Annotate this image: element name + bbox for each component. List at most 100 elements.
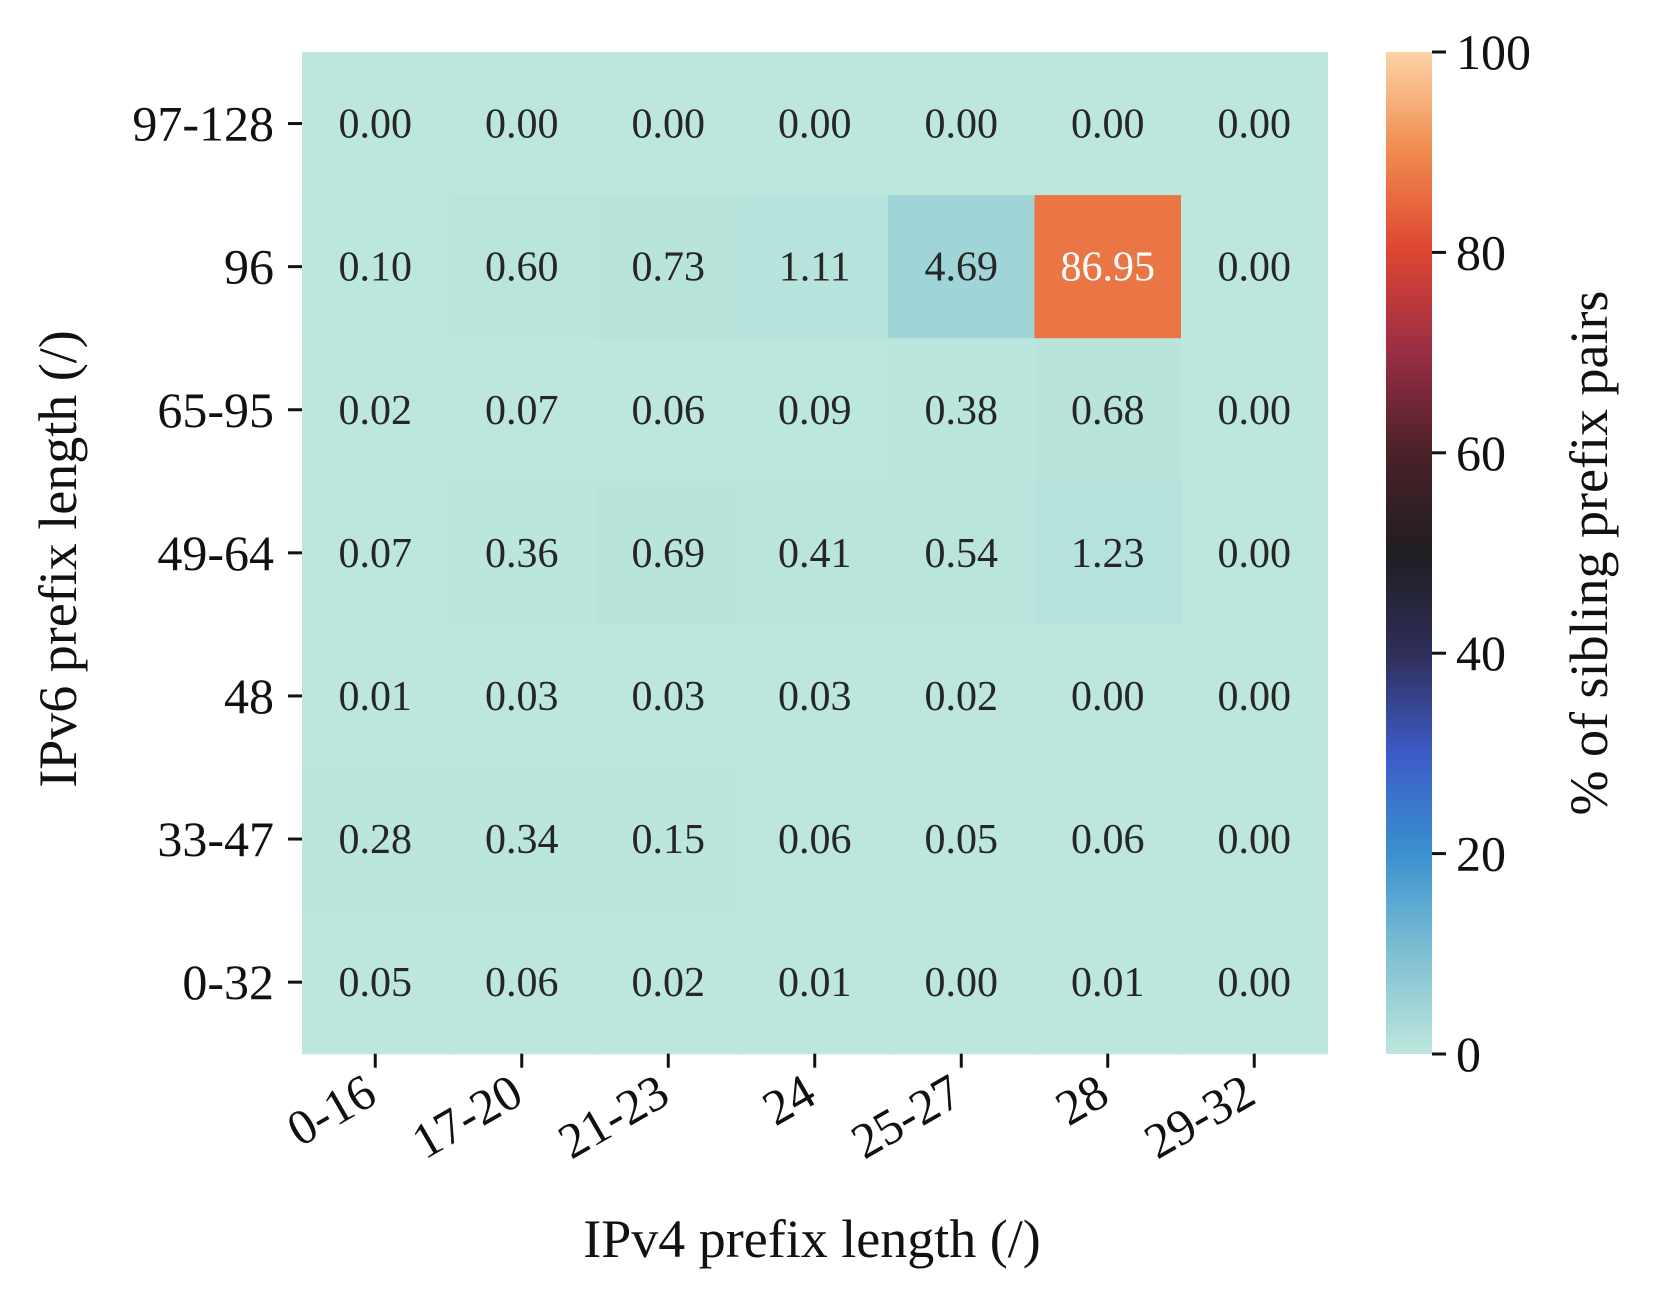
y-tick-label: 97-128 — [132, 96, 274, 152]
heatmap-cell — [302, 910, 450, 1055]
heatmap-cell-value: 0.34 — [485, 817, 559, 863]
heatmap-cell-value: 0.00 — [339, 102, 413, 148]
heatmap-cell-value: 0.00 — [1218, 245, 1292, 291]
heatmap-cell-value: 0.05 — [339, 960, 413, 1006]
y-tick-label: 96 — [224, 239, 274, 295]
y-tick-label: 33-47 — [157, 811, 274, 867]
heatmap-cell — [741, 338, 889, 482]
heatmap-cell-value: 0.00 — [1218, 960, 1292, 1006]
heatmap-cell — [888, 767, 1036, 912]
heatmap-cell — [448, 52, 596, 196]
heatmap-cell — [741, 52, 889, 196]
heatmap-cell-value: 0.01 — [1071, 960, 1145, 1006]
heatmap-cell — [1181, 910, 1329, 1055]
heatmap-cell-value: 0.06 — [632, 388, 706, 434]
heatmap-cell — [595, 338, 743, 482]
colorbar-tick-label: 100 — [1456, 24, 1531, 80]
colorbar-tick-label: 60 — [1456, 425, 1506, 481]
heatmap-cell — [448, 195, 596, 339]
heatmap-cell — [1181, 338, 1329, 482]
heatmap-cell — [1034, 481, 1182, 625]
colorbar-tick-label: 0 — [1456, 1026, 1481, 1082]
y-tick-label: 0-32 — [182, 954, 274, 1010]
heatmap-cell-value: 0.00 — [1071, 102, 1145, 148]
heatmap-cell-value: 0.02 — [925, 674, 999, 720]
heatmap-cell — [1181, 195, 1329, 339]
heatmap-cell-value: 0.68 — [1071, 388, 1145, 434]
y-tick-label: 65-95 — [157, 382, 274, 438]
x-tick-label: 28 — [1046, 1063, 1117, 1136]
heatmap-cell — [448, 481, 596, 625]
heatmap-cell-value: 0.03 — [485, 674, 559, 720]
x-tick-label: 25-27 — [842, 1063, 971, 1170]
x-axis-title: IPv4 prefix length (/) — [583, 1209, 1040, 1269]
heatmap-cell — [448, 767, 596, 912]
heatmap-cell — [888, 624, 1036, 769]
heatmap-cell — [595, 52, 743, 196]
heatmap-cell-value: 0.00 — [1218, 674, 1292, 720]
colorbar-label: % of sibling prefix pairs — [1559, 291, 1619, 816]
heatmap-cell-value: 0.07 — [339, 531, 413, 577]
colorbar-gradient — [1386, 52, 1432, 1054]
y-tick-label: 48 — [224, 668, 274, 724]
heatmap-cell-value: 0.00 — [485, 102, 559, 148]
heatmap-cell — [302, 767, 450, 912]
heatmap-cell-value: 0.54 — [925, 531, 999, 577]
heatmap-cell-value: 0.00 — [925, 960, 999, 1006]
heatmap-cell — [595, 195, 743, 339]
heatmap-cell-value: 0.36 — [485, 531, 559, 577]
heatmap-cell — [1034, 910, 1182, 1055]
heatmap-cell-value: 0.05 — [925, 817, 999, 863]
heatmap-cell — [741, 481, 889, 625]
heatmap-cell-value: 0.02 — [339, 388, 413, 434]
heatmap-cell — [1181, 624, 1329, 769]
heatmap-cell — [595, 624, 743, 769]
heatmap-cell — [1034, 624, 1182, 769]
heatmap-cell-value: 86.95 — [1061, 245, 1156, 291]
heatmap-cell-value: 0.02 — [632, 960, 706, 1006]
heatmap-cell — [595, 910, 743, 1055]
heatmap-cell — [1034, 767, 1182, 912]
heatmap-cell-value: 0.69 — [632, 531, 706, 577]
heatmap-cell — [302, 52, 450, 196]
heatmap-cell-value: 0.00 — [1218, 817, 1292, 863]
x-tick-label: 24 — [753, 1063, 824, 1136]
heatmap-cell — [302, 481, 450, 625]
x-tick-label: 21-23 — [549, 1063, 678, 1170]
colorbar: 0 20 40 60 80 100 % of sibling prefix pairs — [1386, 24, 1619, 1082]
heatmap-cell-value: 0.06 — [485, 960, 559, 1006]
heatmap-cell-value: 0.41 — [778, 531, 852, 577]
heatmap-cell-value: 0.38 — [925, 388, 999, 434]
heatmap-cell — [741, 910, 889, 1055]
heatmap-cell-value: 0.03 — [632, 674, 706, 720]
heatmap-cell-value: 0.00 — [1218, 531, 1292, 577]
heatmap-cell — [741, 195, 889, 339]
heatmap-cell — [1181, 767, 1329, 912]
heatmap-cell — [448, 624, 596, 769]
heatmap-cell-value: 0.01 — [778, 960, 852, 1006]
colorbar-tick-label: 20 — [1456, 826, 1506, 882]
heatmap-cell-value: 0.00 — [632, 102, 706, 148]
heatmap-cell — [1034, 195, 1182, 339]
heatmap-cell-value: 0.06 — [778, 817, 852, 863]
heatmap-cell-value: 4.69 — [925, 245, 999, 291]
heatmap-cell — [741, 767, 889, 912]
heatmap-cell-value: 0.09 — [778, 388, 852, 434]
x-tick-label: 0-16 — [277, 1063, 384, 1157]
heatmap-cell — [888, 52, 1036, 196]
heatmap-cell-labels: 0.00 0.00 0.00 0.00 0.00 0.00 0.00 0.10 0.60 0.73… — [339, 102, 1292, 1007]
heatmap-cell-value: 0.01 — [339, 674, 413, 720]
heatmap-cell — [888, 910, 1036, 1055]
heatmap-cell-value: 0.00 — [1071, 674, 1145, 720]
heatmap-cell — [888, 338, 1036, 482]
heatmap-cell — [448, 910, 596, 1055]
heatmap-cell — [1181, 52, 1329, 196]
heatmap-cell — [302, 338, 450, 482]
heatmap-cell — [448, 338, 596, 482]
heatmap-cell-value: 0.15 — [632, 817, 706, 863]
heatmap-cells — [302, 52, 1329, 1055]
heatmap-cell — [741, 624, 889, 769]
heatmap-cell-value: 0.28 — [339, 817, 413, 863]
heatmap-cell-value: 0.00 — [778, 102, 852, 148]
y-axis-title: IPv6 prefix length (/) — [28, 330, 88, 787]
